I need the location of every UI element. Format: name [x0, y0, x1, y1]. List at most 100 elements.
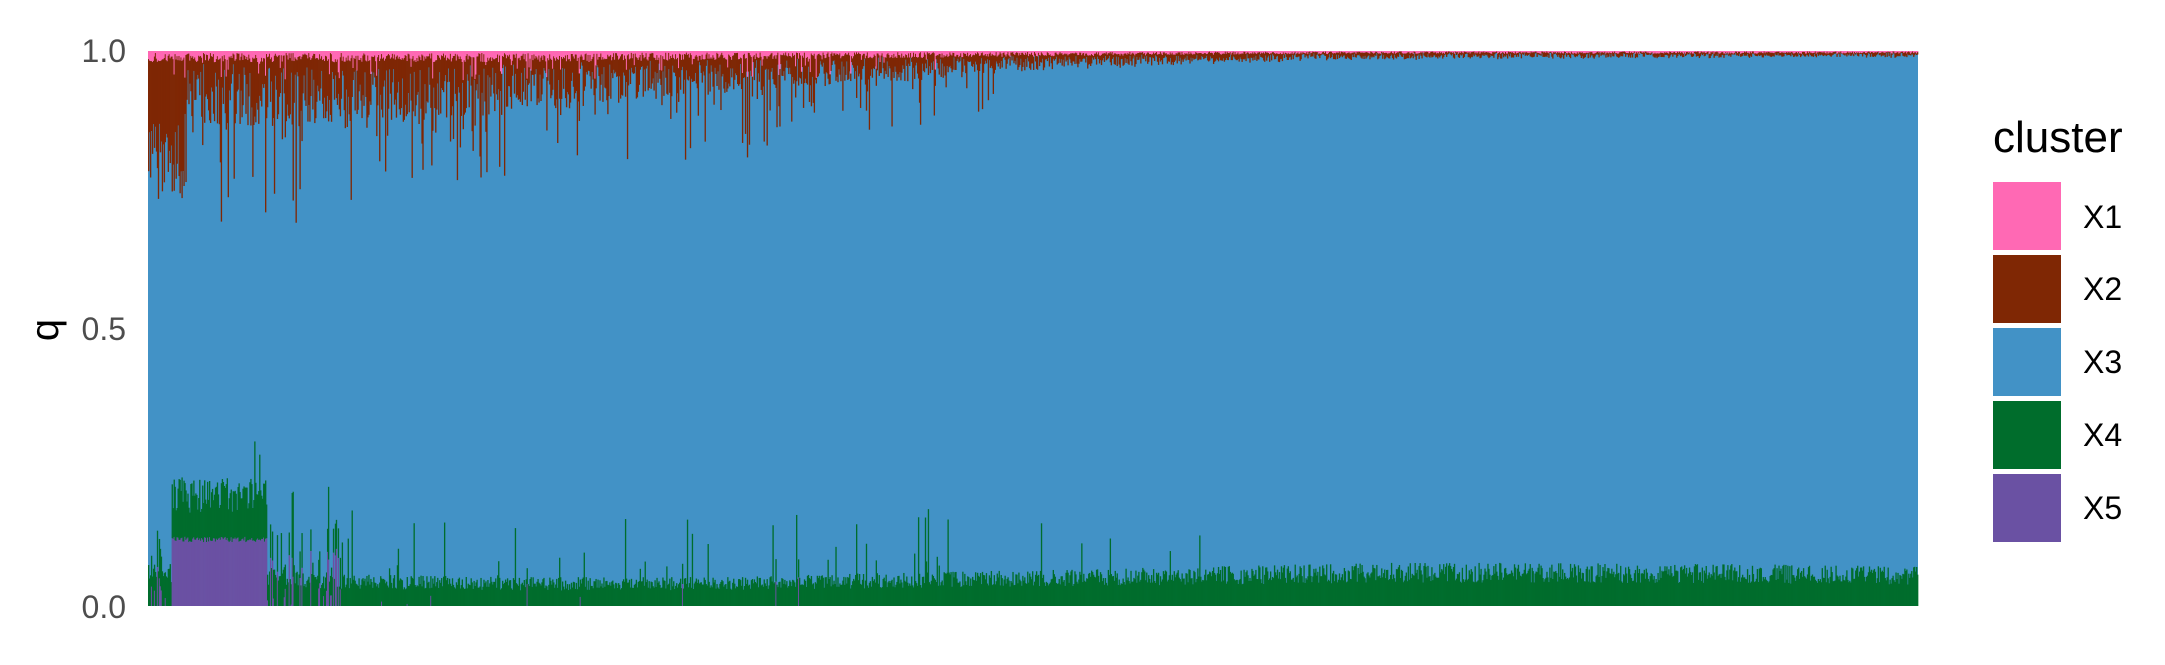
bar-segment-x4 — [1089, 572, 1091, 606]
bar-segment-x4 — [1682, 568, 1685, 606]
bar-segment-x5 — [775, 581, 777, 606]
bar-segment-x2 — [308, 53, 310, 105]
bar-segment-x1 — [589, 51, 591, 55]
bar-segment-x2 — [789, 56, 791, 68]
bar-segment-x1 — [1164, 51, 1167, 54]
bar-segment-x4 — [1186, 573, 1188, 606]
bar-segment-x2 — [1513, 53, 1516, 56]
bar-segment-x4 — [623, 581, 626, 606]
bar-segment-x2 — [722, 55, 724, 74]
bar-segment-x5 — [210, 540, 213, 606]
bar-segment-x1 — [1430, 51, 1432, 52]
bar-segment-x2 — [461, 61, 464, 83]
bar-segment-x2 — [762, 59, 764, 87]
bar-segment-x2 — [1255, 53, 1257, 56]
bar-segment-x1 — [233, 51, 235, 55]
bar-segment-x2 — [788, 53, 790, 75]
bar-segment-x1 — [493, 51, 495, 60]
bar-segment-x1 — [1670, 51, 1672, 52]
bar-segment-x2 — [1567, 52, 1570, 55]
bar-segment-x1 — [1441, 51, 1443, 53]
bar-segment-x4 — [293, 565, 295, 606]
bar-segment-x2 — [384, 58, 387, 172]
bar-segment-x1 — [862, 51, 865, 54]
bar-segment-x4 — [691, 533, 694, 606]
bar-segment-x4 — [1377, 576, 1379, 606]
bar-segment-x1 — [1402, 51, 1405, 54]
bar-segment-x4 — [994, 584, 996, 606]
bar-segment-x1 — [1505, 51, 1508, 54]
bar-segment-x1 — [303, 51, 305, 55]
bar-segment-x4 — [580, 583, 582, 606]
bar-segment-x2 — [875, 68, 877, 86]
bar-segment-x4 — [854, 580, 856, 606]
bar-segment-x1 — [1325, 51, 1327, 52]
bar-segment-x2 — [954, 56, 956, 70]
bar-segment-x2 — [1199, 53, 1201, 59]
bar-segment-x1 — [1239, 51, 1241, 54]
bar-segment-x2 — [973, 54, 975, 65]
bar-segment-x4 — [1104, 578, 1107, 606]
bar-segment-x1 — [1727, 51, 1729, 53]
bar-segment-x4 — [1721, 573, 1723, 606]
bar-segment-x4 — [1651, 574, 1653, 606]
bar-segment-x1 — [535, 51, 537, 57]
bar-segment-x4 — [1616, 563, 1618, 606]
bar-segment-x4 — [610, 585, 612, 606]
bar-segment-x1 — [843, 51, 845, 57]
bar-segment-x4 — [683, 578, 686, 606]
bar-segment-x4 — [234, 490, 236, 538]
bar-segment-x2 — [183, 57, 185, 186]
bar-segment-x4 — [645, 582, 647, 606]
bar-segment-x2 — [269, 59, 272, 102]
bar-segment-x1 — [636, 51, 639, 59]
bar-segment-x4 — [204, 480, 206, 538]
bar-segment-x2 — [1519, 51, 1522, 54]
bar-segment-x1 — [1412, 51, 1414, 54]
bar-segment-x1 — [1137, 51, 1139, 53]
bar-segment-x1 — [1256, 51, 1258, 54]
bar-segment-x1 — [799, 51, 802, 56]
bar-segment-x4 — [1451, 571, 1454, 606]
bar-segment-x4 — [1668, 569, 1670, 606]
bar-segment-x1 — [1017, 51, 1019, 54]
bar-segment-x1 — [442, 51, 444, 57]
bar-segment-x1 — [700, 51, 702, 60]
bar-segment-x2 — [1344, 52, 1347, 59]
bar-segment-x2 — [1132, 52, 1134, 59]
bar-segment-x1 — [1034, 51, 1037, 54]
bar-segment-x4 — [642, 577, 644, 606]
bar-segment-x4 — [1036, 575, 1039, 606]
bar-segment-x1 — [1659, 51, 1661, 54]
bar-segment-x2 — [203, 53, 205, 65]
bar-segment-x2 — [997, 55, 999, 67]
bar-segment-x2 — [912, 56, 914, 90]
bar-segment-x1 — [207, 51, 210, 61]
bar-segment-x1 — [1055, 51, 1057, 53]
bar-segment-x1 — [642, 51, 644, 56]
bar-segment-x1 — [871, 51, 874, 59]
bar-segment-x4 — [1056, 584, 1058, 606]
bar-segment-x4 — [1059, 584, 1061, 606]
bar-segment-x1 — [449, 51, 452, 54]
bar-segment-x5 — [258, 539, 260, 606]
bar-segment-x1 — [518, 51, 521, 58]
bar-segment-x4 — [848, 578, 850, 606]
bar-segment-x2 — [698, 55, 700, 63]
bar-segment-x4 — [1041, 577, 1044, 606]
bar-segment-x1 — [1307, 51, 1309, 55]
bar-segment-x4 — [561, 581, 564, 606]
bar-segment-x2 — [1401, 53, 1404, 57]
bar-segment-x4 — [754, 581, 757, 606]
bar-segment-x4 — [1499, 562, 1501, 606]
bar-segment-x2 — [1287, 52, 1290, 60]
bar-segment-x2 — [1286, 54, 1289, 60]
bar-segment-x1 — [693, 51, 696, 60]
bar-segment-x1 — [1429, 51, 1431, 54]
bar-segment-x2 — [1281, 54, 1284, 62]
bar-segment-x5 — [197, 537, 199, 606]
bar-segment-x2 — [1507, 51, 1510, 55]
bar-segment-x1 — [587, 51, 589, 55]
bar-segment-x2 — [375, 61, 377, 88]
bar-segment-x1 — [1228, 51, 1231, 54]
